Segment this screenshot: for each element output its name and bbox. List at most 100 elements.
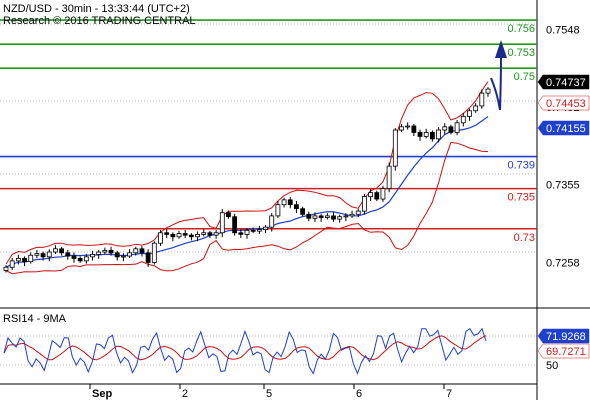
price-tag (537, 74, 590, 90)
price-tag-label: 0.74737 (546, 77, 586, 89)
rsi-tag (537, 328, 590, 344)
candle-body (15, 258, 21, 262)
level-label: 0.756 (507, 23, 535, 35)
candle-body (263, 226, 268, 230)
candle-body (337, 216, 343, 220)
candle-body (232, 216, 238, 234)
candle-body (28, 254, 34, 263)
candle-body (90, 254, 95, 258)
candle-body (256, 229, 262, 232)
candle-body (9, 260, 15, 268)
candle-body (318, 215, 324, 218)
bollinger-bands (5, 81, 489, 275)
level-label: 0.739 (507, 160, 535, 172)
candle-body (34, 253, 40, 256)
candlesticks (3, 87, 491, 273)
candle-body (485, 88, 491, 94)
candle-body (133, 248, 139, 254)
forecast-arrow (490, 40, 507, 111)
rsi-grid (0, 335, 537, 366)
candle-body (164, 232, 170, 235)
price-tag (537, 95, 590, 111)
candle-body (114, 252, 120, 258)
candle-body (269, 215, 275, 228)
candle-body (312, 215, 318, 219)
candle-body (59, 248, 65, 254)
candle-body (22, 258, 27, 263)
candle-body (83, 256, 89, 262)
candle-body (362, 196, 367, 212)
candle-body (275, 204, 281, 217)
price-grid (0, 23, 537, 253)
candle-body (417, 132, 423, 137)
candle-body (467, 110, 472, 117)
candle-body (454, 122, 460, 133)
candle-body (207, 232, 213, 236)
candle-body (219, 212, 225, 234)
rsi-ma-line (3, 335, 487, 361)
candle-body (65, 252, 71, 257)
level-label: 0.73 (514, 232, 535, 244)
candle-body (411, 125, 417, 133)
candle-body (195, 233, 200, 238)
candle-body (151, 242, 157, 263)
candle-body (436, 129, 441, 140)
candle-body (213, 232, 219, 236)
level-label: 0.753 (507, 47, 535, 59)
candle-body (355, 210, 361, 215)
time-tick-label: Sep (92, 388, 112, 400)
candle-body (244, 229, 250, 235)
candle-body (158, 232, 163, 244)
candle-body (238, 232, 244, 235)
candle-body (331, 215, 336, 220)
candle-body (294, 204, 299, 210)
candle-body (324, 215, 330, 218)
candle-body (300, 208, 306, 215)
candle-body (96, 251, 102, 255)
candle-body (380, 188, 386, 200)
candle-body (473, 105, 479, 112)
candle-body (405, 125, 411, 128)
candle-body (71, 255, 77, 259)
rsi-indicator (3, 327, 487, 375)
candle-body (281, 199, 287, 206)
candle-body (188, 234, 194, 238)
level-label: 0.75 (514, 71, 535, 83)
rsi-title: RSI14 - 9MA (3, 313, 67, 325)
price-tag-label: 0.74155 (546, 123, 586, 135)
candle-body (201, 232, 207, 235)
candle-body (368, 192, 373, 198)
candle-body (423, 132, 429, 137)
time-tick-label: 6 (356, 388, 362, 400)
candle-body (374, 192, 380, 200)
candle-body (442, 126, 448, 131)
rsi-tag-label: 71.9268 (546, 331, 586, 343)
price-tag (537, 120, 590, 136)
candle-body (3, 266, 9, 271)
candle-body (349, 213, 355, 217)
candle-body (460, 115, 466, 124)
candle-body (392, 129, 398, 167)
price-tags: 0.74737 0.74453 0.74155 71.9268 69.7271 (537, 74, 590, 359)
candle-body (145, 252, 151, 263)
candle-body (139, 248, 145, 254)
candle-body (53, 248, 58, 253)
candle-body (479, 92, 485, 107)
candle-body (176, 233, 182, 238)
level-label: 0.735 (507, 192, 535, 204)
price-tick-label: 0.7548 (546, 25, 580, 37)
candle-body (306, 213, 312, 219)
candle-body (429, 132, 435, 140)
candle-body (343, 215, 349, 218)
candle-body (127, 252, 132, 257)
price-tick-label: 0.7258 (546, 257, 580, 269)
candle-body (77, 258, 83, 262)
candle-body (182, 233, 188, 236)
bollinger-lower (5, 141, 489, 275)
time-tick-label: 7 (446, 388, 452, 400)
rsi-tag-label: 69.7271 (546, 346, 586, 358)
candle-body (46, 251, 52, 258)
candle-body (170, 233, 176, 238)
candle-body (108, 250, 114, 254)
